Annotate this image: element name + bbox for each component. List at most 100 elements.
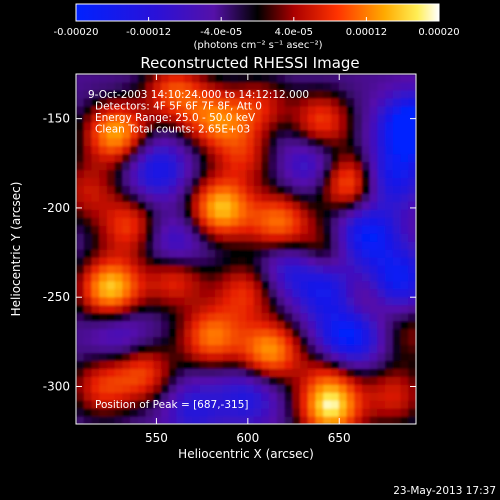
heatmap-cell <box>269 392 278 401</box>
heatmap-cell <box>253 256 263 266</box>
heatmap-cell <box>176 153 185 163</box>
heatmap-cell <box>76 336 85 346</box>
heatmap-cell <box>161 304 170 314</box>
heatmap-cell <box>176 105 185 115</box>
heatmap-cell <box>292 296 301 306</box>
heatmap-cell <box>230 392 239 401</box>
heatmap-cell <box>331 121 340 131</box>
heatmap-cell <box>168 368 178 377</box>
heatmap-cell <box>161 344 170 353</box>
heatmap-cell <box>76 280 85 290</box>
heatmap-cell <box>385 360 394 369</box>
heatmap-cell <box>269 320 278 330</box>
heatmap-cell <box>400 81 409 91</box>
heatmap-cell <box>253 137 263 147</box>
heatmap-cell <box>184 233 193 242</box>
heatmap-cell <box>122 81 131 91</box>
heatmap-cell <box>400 249 409 258</box>
heatmap-cell <box>76 145 85 155</box>
heatmap-cell <box>215 177 224 186</box>
y-axis-label: Heliocentric Y (arcsec) <box>9 182 23 317</box>
heatmap-cell <box>269 376 278 385</box>
colorbar-unit-label: (photons cm⁻² s⁻¹ asec⁻²) <box>193 40 322 51</box>
heatmap-cell <box>331 193 340 202</box>
heatmap-cell <box>145 105 154 115</box>
heatmap-cell <box>76 328 85 338</box>
heatmap-cell <box>184 352 193 361</box>
heatmap-cell <box>83 145 93 155</box>
heatmap-cell <box>276 137 286 147</box>
heatmap-cell <box>168 416 178 424</box>
heatmap-cell <box>392 400 402 409</box>
heatmap-cell <box>269 89 278 99</box>
heatmap-cell <box>292 336 301 346</box>
heatmap-cell <box>207 320 216 330</box>
heatmap-cell <box>369 185 378 194</box>
heatmap-cell <box>338 137 348 147</box>
heatmap-cell <box>369 137 378 147</box>
heatmap-cell <box>153 105 162 115</box>
heatmap-cell <box>222 225 232 234</box>
heatmap-cell <box>400 392 409 401</box>
heatmap-cell <box>377 296 386 306</box>
heatmap-cell <box>408 416 416 424</box>
heatmap-cell <box>199 121 208 131</box>
heatmap-cell <box>153 137 162 147</box>
heatmap-cell <box>238 153 247 163</box>
heatmap-cell <box>207 296 216 306</box>
heatmap-cell <box>292 312 301 322</box>
heatmap-cell <box>361 177 371 186</box>
heatmap-cell <box>76 264 85 274</box>
heatmap-cell <box>338 97 348 107</box>
heatmap-cell <box>392 121 402 131</box>
heatmap-cell <box>400 161 409 171</box>
heatmap-cell <box>392 74 402 83</box>
heatmap-cell <box>99 360 108 369</box>
heatmap-cell <box>323 384 332 393</box>
heatmap-cell <box>346 256 355 266</box>
heatmap-cell <box>307 153 317 163</box>
heatmap-cell <box>361 225 371 234</box>
heatmap-cell <box>377 384 386 393</box>
heatmap-cell <box>91 137 100 147</box>
heatmap-cell <box>122 288 131 298</box>
heatmap-cell <box>199 193 208 202</box>
heatmap-cell <box>91 360 100 369</box>
heatmap-cell <box>338 89 348 99</box>
heatmap-cell <box>207 209 216 218</box>
heatmap-cell <box>338 344 348 353</box>
heatmap-cell <box>385 288 394 298</box>
heatmap-cell <box>354 153 363 163</box>
heatmap-cell <box>354 264 363 274</box>
heatmap-cell <box>269 344 278 353</box>
heatmap-cell <box>284 249 293 258</box>
heatmap-cell <box>184 249 193 258</box>
heatmap-cell <box>354 352 363 361</box>
heatmap-cell <box>385 280 394 290</box>
heatmap-cell <box>99 280 108 290</box>
heatmap-cell <box>307 352 317 361</box>
heatmap-cell <box>76 137 85 147</box>
heatmap-cell <box>161 89 170 99</box>
heatmap-cell <box>145 280 154 290</box>
heatmap-cell <box>176 408 185 417</box>
heatmap-cell <box>315 416 324 424</box>
heatmap-cell <box>114 185 123 194</box>
heatmap-cell <box>122 392 131 401</box>
heatmap-cell <box>238 193 247 202</box>
heatmap-cell <box>400 209 409 218</box>
heatmap-cell <box>331 153 340 163</box>
heatmap-cell <box>207 169 216 178</box>
heatmap-cell <box>331 352 340 361</box>
heatmap-cell <box>307 209 317 218</box>
heatmap-cell <box>199 209 208 218</box>
heatmap-cell <box>238 249 247 258</box>
heatmap-cell <box>207 153 216 163</box>
heatmap-cell <box>238 400 247 409</box>
heatmap-cell <box>130 161 139 171</box>
heatmap-cell <box>130 288 139 298</box>
heatmap-cell <box>307 320 317 330</box>
heatmap-cell <box>261 336 270 346</box>
heatmap-cell <box>222 193 232 202</box>
heatmap-cell <box>145 416 154 424</box>
